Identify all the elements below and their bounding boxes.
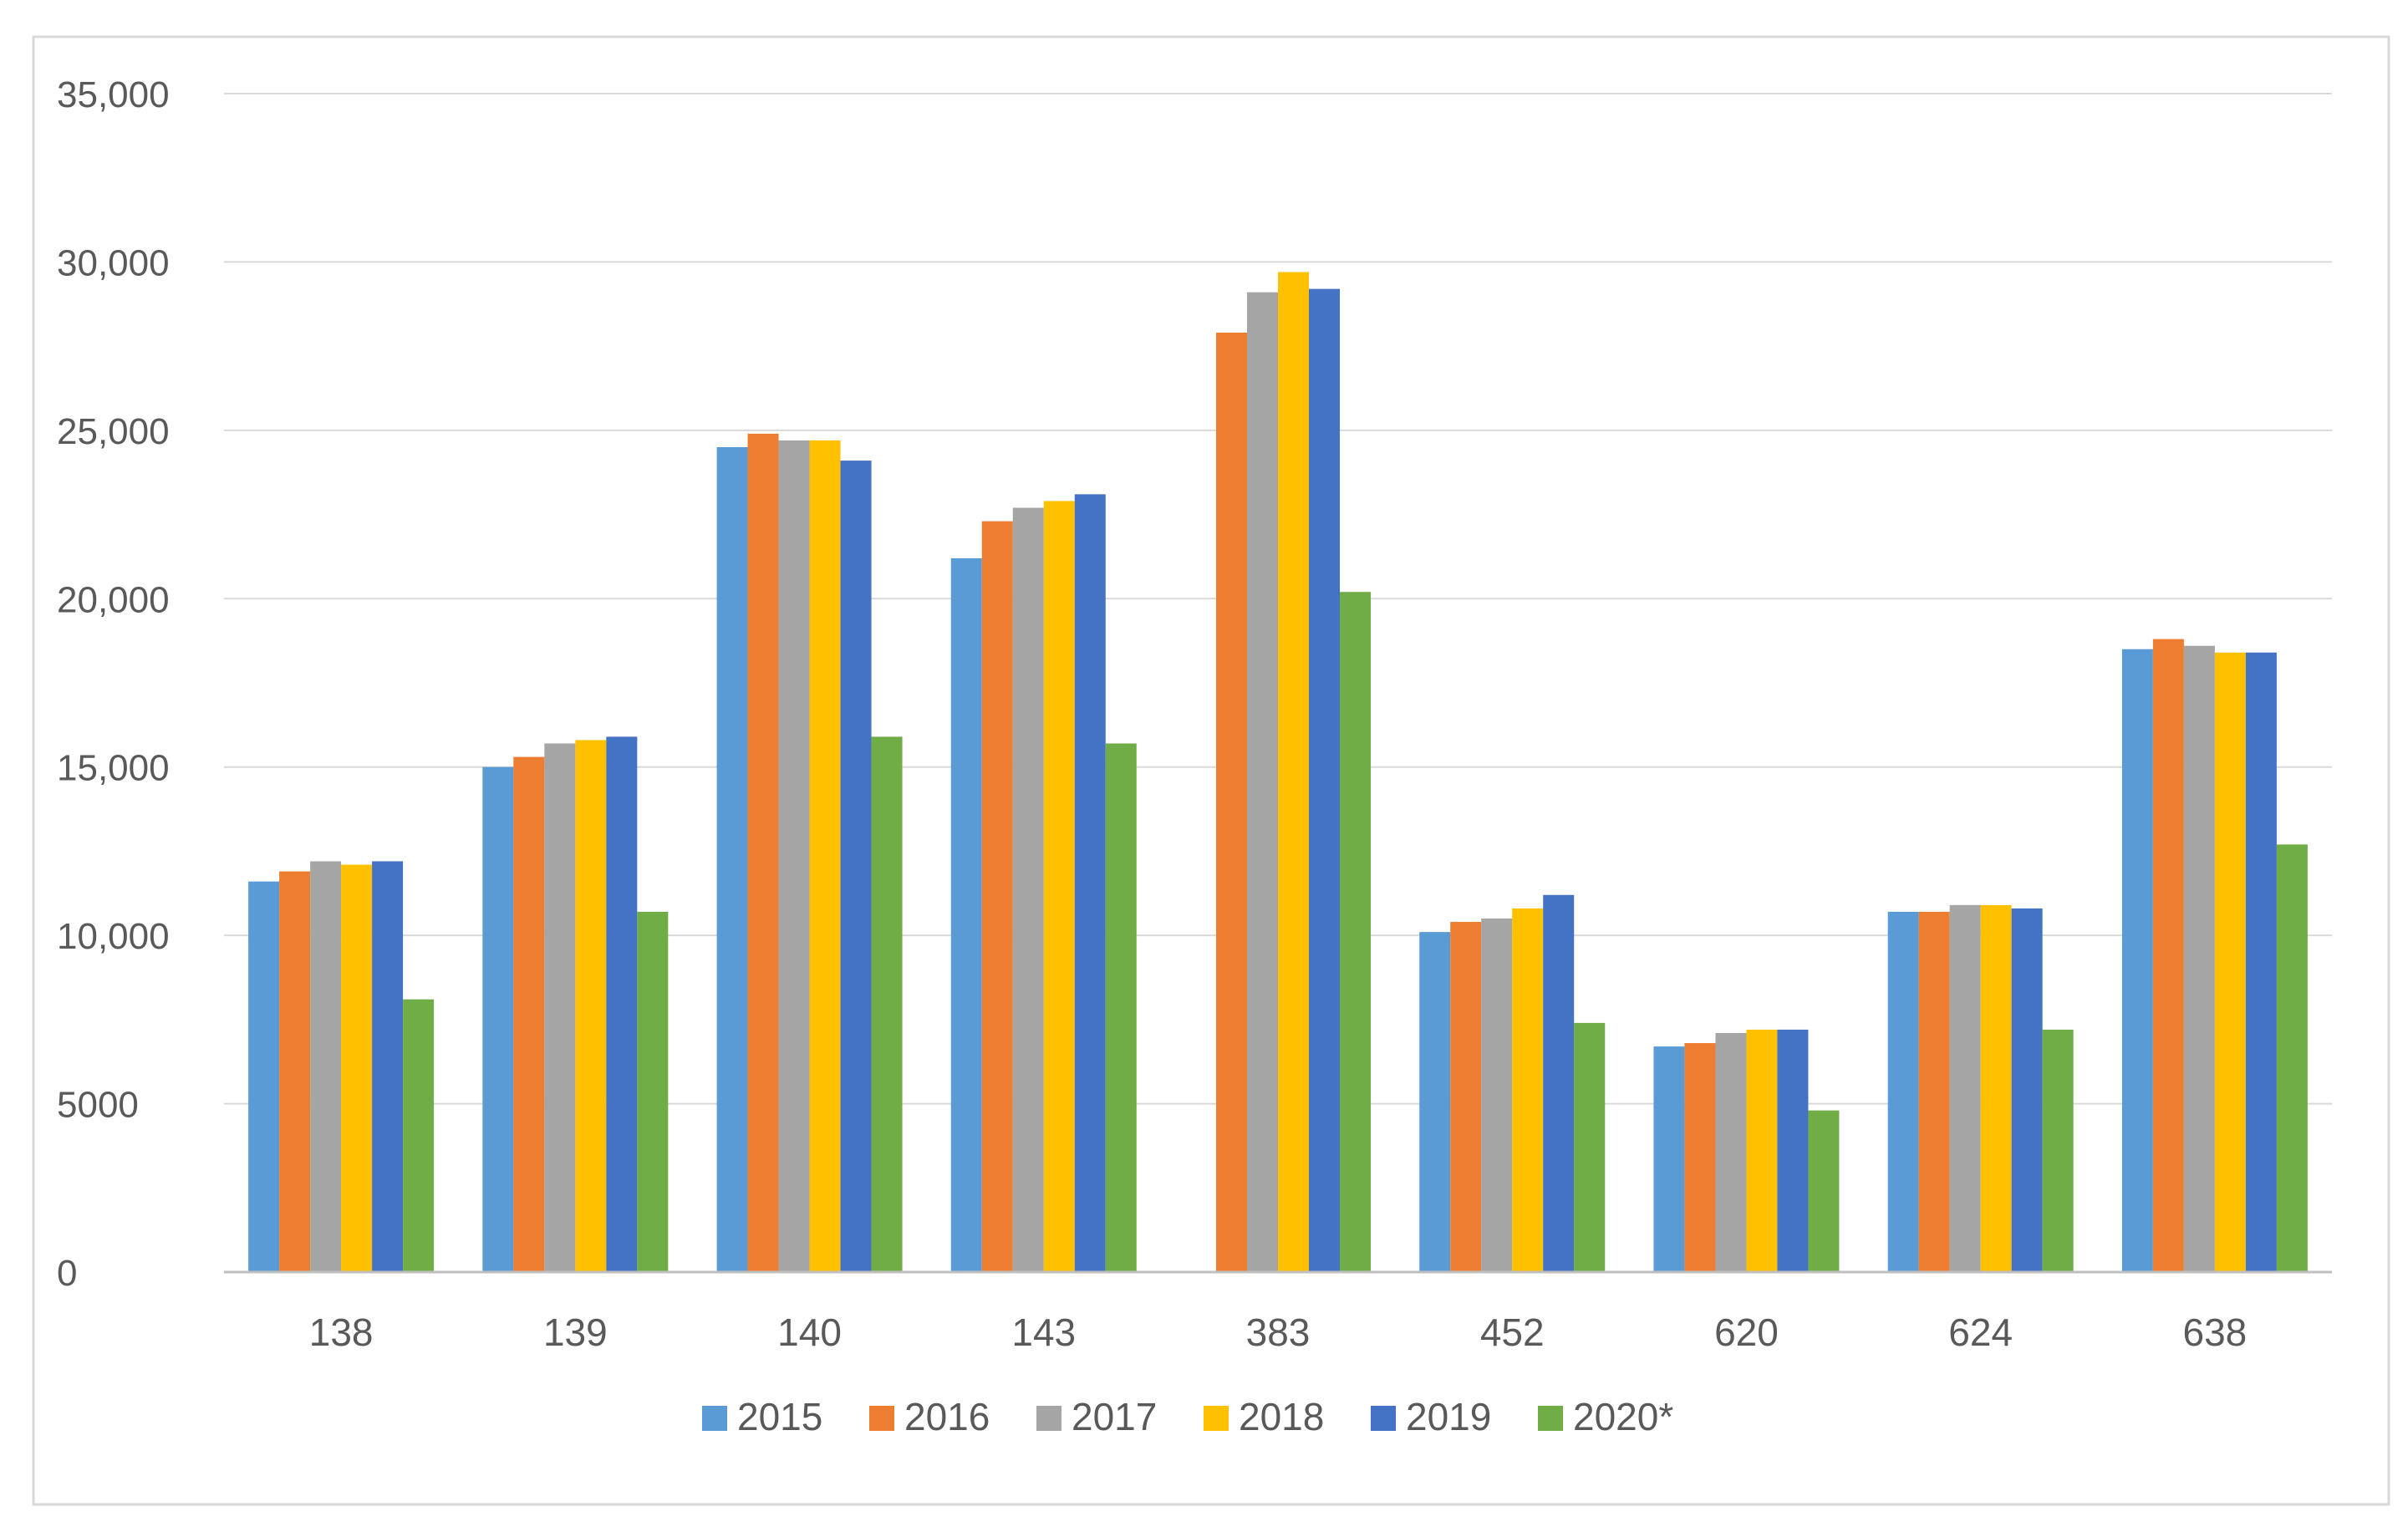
bar-139-2020	[637, 911, 669, 1272]
chart-frame	[32, 35, 2390, 1506]
bar-138-2020	[403, 999, 435, 1272]
bar-140-2018	[809, 440, 841, 1272]
bar-624-2019	[2011, 908, 2043, 1272]
bar-624-2018	[1980, 904, 2012, 1272]
bar-620-2020	[1808, 1110, 1840, 1272]
legend-item-2020: 2020*	[1538, 1395, 1673, 1438]
bar-638-2015	[2121, 649, 2153, 1272]
y-tick-label: 20,000	[57, 579, 170, 620]
bar-638-2016	[2152, 639, 2184, 1272]
legend-swatch	[702, 1406, 727, 1431]
legend-item-2018: 2018	[1204, 1395, 1324, 1438]
bar-138-2018	[341, 864, 373, 1272]
legend-item-2016: 2016	[869, 1395, 990, 1438]
bar-383-2016	[1216, 333, 1247, 1272]
legend-item-2015: 2015	[702, 1395, 822, 1438]
bar-138-2015	[248, 881, 280, 1272]
bar-139-2018	[575, 740, 607, 1272]
legend-label: 2015	[737, 1395, 822, 1438]
legend-item-2017: 2017	[1036, 1395, 1157, 1438]
bar-620-2016	[1684, 1043, 1716, 1272]
y-tick-label: 25,000	[57, 411, 170, 452]
x-axis: 138 139 140 143 383 452 620 624 638	[224, 1270, 2332, 1354]
bar-139-2017	[544, 743, 576, 1272]
bar-140-2016	[747, 433, 779, 1272]
legend-swatch	[869, 1406, 894, 1431]
bar-620-2015	[1653, 1046, 1685, 1272]
bar-624-2017	[1949, 904, 1981, 1272]
legend-swatch	[1036, 1406, 1061, 1431]
legend-swatch	[1371, 1406, 1396, 1431]
bar-139-2015	[482, 766, 514, 1272]
legend-swatch	[1538, 1406, 1563, 1431]
bar-139-2019	[606, 736, 638, 1272]
x-tick-label: 138	[309, 1311, 374, 1354]
bar-452-2020	[1574, 1022, 1606, 1272]
bar-624-2015	[1887, 911, 1919, 1272]
bar-624-2020	[2042, 1029, 2074, 1272]
bar-452-2017	[1481, 919, 1513, 1272]
x-tick-label: 140	[777, 1311, 842, 1354]
y-tick-label: 5000	[57, 1085, 139, 1126]
bar-620-2017	[1715, 1032, 1747, 1272]
bar-620-2019	[1777, 1029, 1809, 1272]
bar-452-2019	[1543, 894, 1575, 1272]
bar-140-2020	[871, 736, 903, 1272]
bar-383-2018	[1278, 272, 1309, 1272]
bar-620-2018	[1746, 1029, 1778, 1272]
legend-swatch	[1204, 1406, 1229, 1431]
bar-143-2016	[981, 521, 1013, 1272]
x-tick-label: 624	[1948, 1311, 2013, 1354]
bar-140-2015	[716, 447, 748, 1272]
bar-140-2017	[778, 440, 810, 1272]
bar-143-2020	[1105, 743, 1137, 1272]
bar-638-2017	[2183, 645, 2215, 1272]
y-tick-label: 10,000	[57, 916, 170, 957]
bar-383-2017	[1247, 292, 1278, 1273]
bar-638-2018	[2214, 652, 2246, 1272]
y-tick-label: 30,000	[57, 242, 170, 283]
bar-138-2017	[310, 861, 342, 1272]
legend-label: 2019	[1406, 1395, 1491, 1438]
bar-638-2020	[2276, 844, 2308, 1272]
bar-140-2019	[840, 461, 872, 1272]
legend: 2015 2016 2017 2018 2019 2020*	[702, 1395, 1673, 1438]
bar-452-2018	[1512, 908, 1544, 1272]
bars	[248, 272, 2308, 1273]
legend-label: 2016	[904, 1395, 990, 1438]
legend-item-2019: 2019	[1371, 1395, 1491, 1438]
y-axis: 0 5000 10,000 15,000 20,000 25,000 30,000 35,00…	[57, 74, 170, 1294]
bar-143-2017	[1012, 507, 1044, 1272]
bar-143-2015	[950, 557, 982, 1272]
bar-143-2019	[1074, 494, 1106, 1272]
y-tick-label: 0	[57, 1253, 77, 1294]
x-tick-label: 638	[2183, 1311, 2248, 1354]
x-tick-label: 452	[1480, 1311, 1545, 1354]
x-tick-label: 620	[1714, 1311, 1779, 1354]
bar-383-2019	[1309, 288, 1340, 1273]
y-tick-label: 15,000	[57, 748, 170, 789]
bar-138-2019	[372, 861, 404, 1272]
y-tick-label: 35,000	[57, 74, 170, 115]
bar-624-2016	[1918, 911, 1950, 1272]
legend-label: 2018	[1239, 1395, 1324, 1438]
x-tick-label: 383	[1246, 1311, 1311, 1354]
bar-452-2016	[1450, 922, 1482, 1272]
legend-label: 2017	[1072, 1395, 1157, 1438]
bar-452-2015	[1419, 932, 1451, 1272]
bar-383-2020	[1340, 592, 1371, 1272]
bar-638-2019	[2245, 652, 2277, 1272]
bar-143-2018	[1043, 501, 1075, 1272]
legend-label: 2020*	[1573, 1395, 1673, 1438]
bar-139-2016	[513, 756, 545, 1272]
x-tick-label: 139	[543, 1311, 608, 1354]
bar-138-2016	[279, 871, 311, 1272]
x-tick-label: 143	[1011, 1311, 1076, 1354]
